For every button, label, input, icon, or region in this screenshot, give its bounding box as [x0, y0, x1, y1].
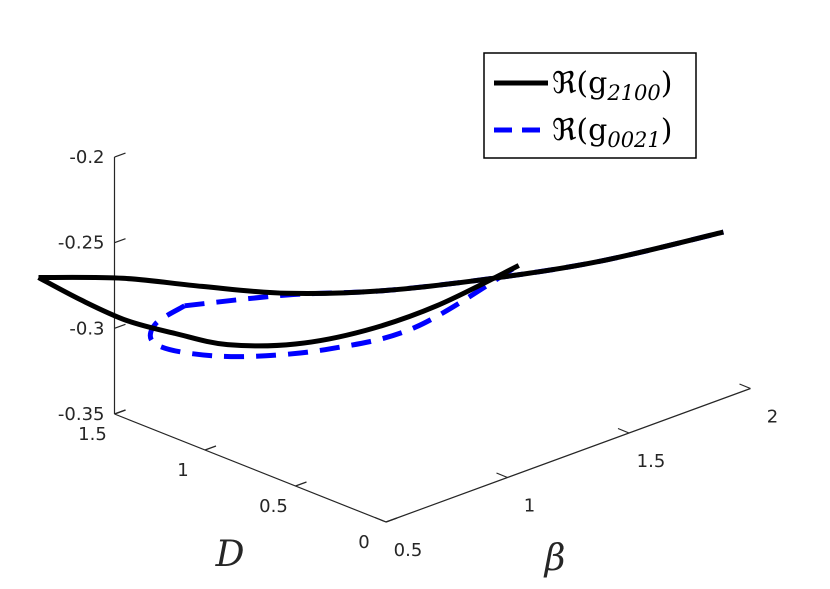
z-tick-label-2: -0.3 — [69, 318, 104, 339]
z-tick-label-0: -0.2 — [69, 147, 104, 168]
z-tick-label-3: -0.35 — [58, 404, 105, 425]
x-tick-2 — [617, 427, 630, 434]
y-axis-label: D — [215, 534, 245, 575]
axes — [113, 152, 751, 523]
x-tick-label-3: 2 — [767, 407, 778, 428]
x-tick-0 — [374, 516, 387, 523]
y-axis-line — [114, 413, 387, 523]
z-tick-1 — [114, 238, 126, 244]
y-tick-2 — [204, 445, 217, 451]
x-axis-label: β — [543, 538, 566, 579]
z-tick-3 — [114, 409, 126, 415]
y-tick-label-2: 1 — [177, 460, 188, 481]
y-tick-label-3: 1.5 — [78, 424, 107, 445]
z-tick-label-1: -0.25 — [58, 233, 105, 254]
y-tick-label-1: 0.5 — [259, 496, 288, 517]
series-layer — [37, 229, 724, 360]
x-axis-line — [385, 387, 751, 523]
legend-box — [483, 52, 697, 159]
y-tick-1 — [295, 481, 307, 487]
z-tick-2 — [114, 323, 126, 329]
x-tick-1 — [496, 472, 508, 479]
x-tick-3 — [739, 383, 751, 390]
y-tick-0 — [385, 517, 398, 523]
series-2100-branch-0 — [38, 229, 724, 297]
series-2100-branch-1 — [37, 263, 520, 349]
x-tick-label-1: 1 — [524, 496, 535, 517]
legend: ℜ(g2100) ℜ(g0021) — [483, 52, 697, 159]
tick-labels: 0.5 1 1.5 2 0 0.5 1 1.5 -0.2 -0.25 -0.3 -0.35 — [58, 147, 778, 561]
legend-label-g0021: ℜ(g0021) — [552, 113, 673, 152]
y-tick-label-0: 0 — [358, 532, 369, 553]
legend-label-g2100: ℜ(g2100) — [552, 66, 673, 105]
x-tick-label-0: 0.5 — [394, 540, 423, 561]
x-tick-label-2: 1.5 — [637, 451, 666, 472]
z-tick-0 — [114, 152, 126, 158]
